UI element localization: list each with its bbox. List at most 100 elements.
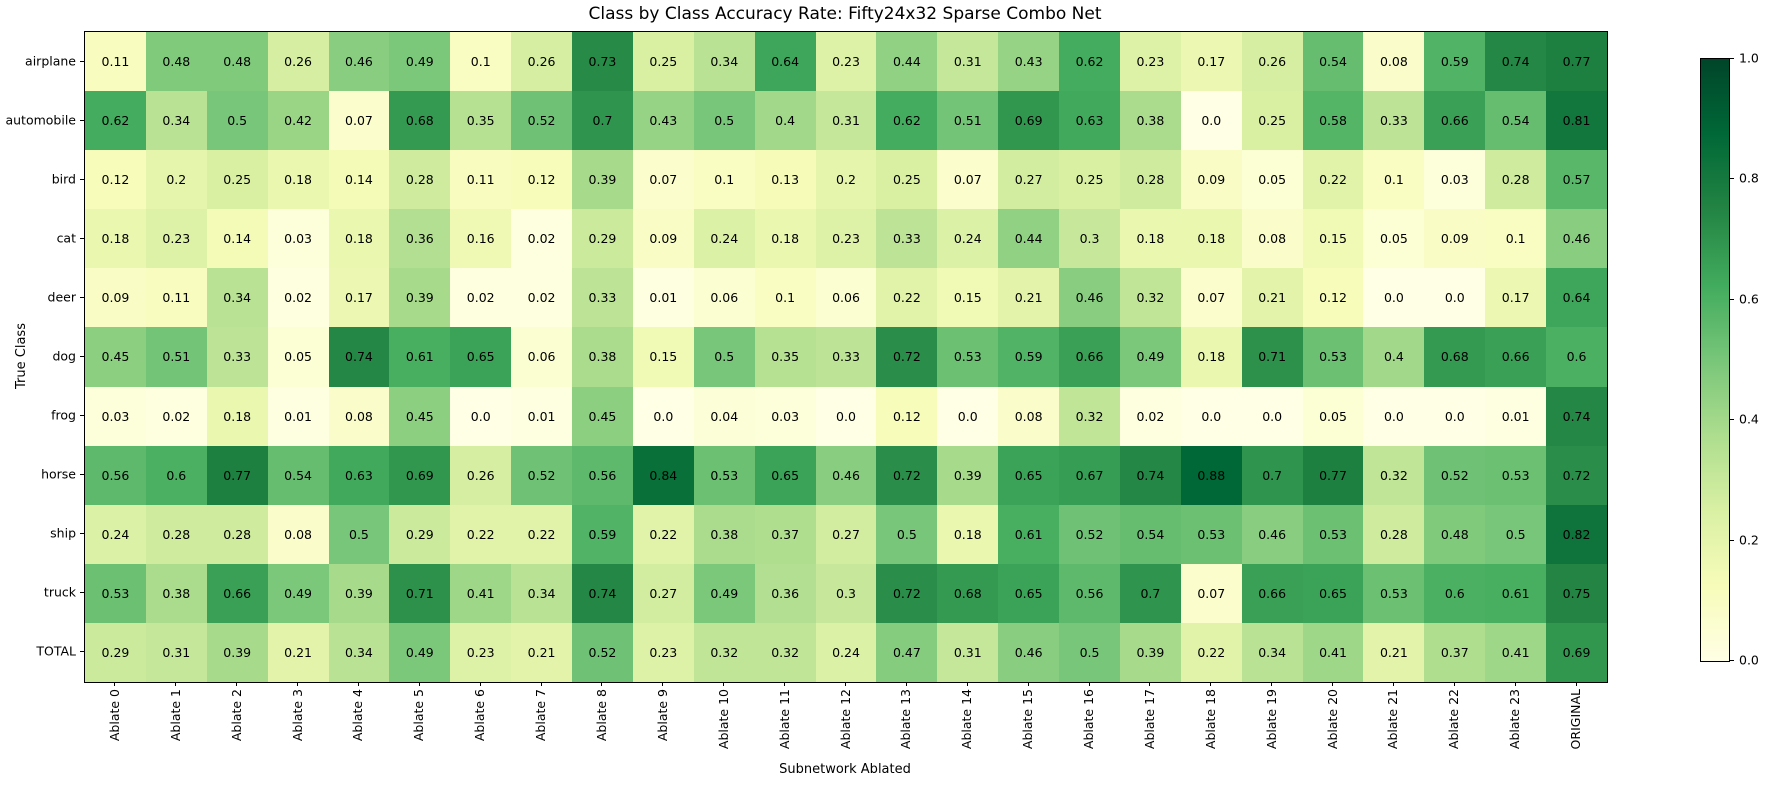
heatmap-cell: 0.05 <box>267 327 329 387</box>
xtick-mark <box>1332 682 1334 686</box>
heatmap-cell: 0.74 <box>1546 386 1607 446</box>
heatmap-cell: 0.21 <box>998 268 1060 328</box>
ytick-label-deer: deer <box>47 289 76 305</box>
heatmap-cell: 0.18 <box>267 150 329 210</box>
heatmap-cell: 0.02 <box>1119 386 1181 446</box>
xtick-mark <box>1027 682 1029 686</box>
heatmap-cell: 0.4 <box>754 91 816 151</box>
ytick-mark <box>80 415 84 417</box>
heatmap-cell: 0.31 <box>815 91 877 151</box>
heatmap-cell: 0.7 <box>1119 563 1181 623</box>
heatmap-cell: 0.6 <box>1424 563 1486 623</box>
heatmap-cell: 0.0 <box>1424 386 1486 446</box>
heatmap-cell: 0.29 <box>572 209 633 269</box>
heatmap-cell: 0.07 <box>1180 563 1242 623</box>
heatmap-cell: 0.29 <box>85 622 146 682</box>
chart-title: Class by Class Accuracy Rate: Fifty24x32… <box>588 4 1102 24</box>
heatmap-cell: 0.5 <box>876 504 938 564</box>
heatmap-cell: 0.61 <box>1485 563 1547 623</box>
heatmap-cell: 0.13 <box>754 150 816 210</box>
ytick-mark <box>80 592 84 594</box>
heatmap-cell: 0.7 <box>572 91 633 151</box>
heatmap-cell: 0.44 <box>876 32 938 92</box>
heatmap-cell: 0.33 <box>206 327 268 387</box>
heatmap-cell: 0.04 <box>693 386 755 446</box>
heatmap-cell: 0.2 <box>815 150 877 210</box>
heatmap-cell: 0.22 <box>450 504 512 564</box>
heatmap-cell: 0.48 <box>1424 504 1486 564</box>
heatmap-cell: 0.27 <box>998 150 1060 210</box>
heatmap-cell: 0.18 <box>937 504 999 564</box>
heatmap-cell: 0.77 <box>1302 445 1364 505</box>
heatmap-cell: 0.23 <box>815 209 877 269</box>
ytick-label-cat: cat <box>56 230 76 246</box>
heatmap-cell: 0.59 <box>572 504 633 564</box>
xtick-mark <box>845 682 846 686</box>
heatmap-cell: 0.33 <box>815 327 877 387</box>
heatmap-cell: 0.82 <box>1546 504 1607 564</box>
ytick-label-dog: dog <box>52 348 76 364</box>
heatmap-cell: 0.36 <box>754 563 816 623</box>
ytick-label-TOTAL: TOTAL <box>36 643 76 659</box>
heatmap-cell: 0.06 <box>815 268 877 328</box>
xtick-label-ablate-11: Ablate 11 <box>776 689 792 750</box>
heatmap-cell: 0.32 <box>693 622 755 682</box>
heatmap-cell: 0.74 <box>572 563 633 623</box>
heatmap-cell: 0.46 <box>1059 268 1120 328</box>
heatmap-cell: 0.1 <box>450 32 512 92</box>
heatmap-cell: 0.0 <box>1424 268 1486 328</box>
heatmap-cell: 0.53 <box>1302 327 1364 387</box>
heatmap-cell: 0.21 <box>267 622 329 682</box>
heatmap-cell: 0.39 <box>1119 622 1181 682</box>
xtick-mark <box>1149 682 1151 686</box>
heatmap-cell: 0.26 <box>450 445 512 505</box>
heatmap-cell: 0.06 <box>693 268 755 328</box>
ytick-label-bird: bird <box>51 171 76 187</box>
heatmap-cell: 0.38 <box>693 504 755 564</box>
heatmap-cell: 0.39 <box>206 622 268 682</box>
heatmap-cell: 0.21 <box>1363 622 1425 682</box>
xtick-mark <box>784 682 786 686</box>
heatmap-cell: 0.17 <box>1180 32 1242 92</box>
heatmap-cell: 0.62 <box>85 91 146 151</box>
ytick-mark <box>80 356 84 357</box>
heatmap-cell: 0.71 <box>389 563 451 623</box>
heatmap-cell: 0.25 <box>206 150 268 210</box>
heatmap-cell: 0.63 <box>1059 91 1120 151</box>
heatmap-cell: 0.24 <box>85 504 146 564</box>
heatmap-cell: 0.38 <box>1119 91 1181 151</box>
heatmap-cell: 0.28 <box>1485 150 1547 210</box>
heatmap-cell: 0.65 <box>998 563 1060 623</box>
heatmap-cell: 0.22 <box>632 504 694 564</box>
x-axis-label: Subnetwork Ablated <box>779 762 911 777</box>
heatmap-cell: 0.66 <box>1241 563 1303 623</box>
heatmap-cell: 0.71 <box>1241 327 1303 387</box>
xtick-label-ablate-13: Ablate 13 <box>898 689 914 750</box>
heatmap-cell: 0.5 <box>1059 622 1120 682</box>
heatmap-cell: 0.15 <box>632 327 694 387</box>
ytick-label-truck: truck <box>43 584 76 600</box>
heatmap-grid: 0.11 0.48 0.48 0.26 0.46 0.49 0.1 0.26 0.73 0.25 0… <box>84 31 1608 683</box>
heatmap-cell: 0.49 <box>1119 327 1181 387</box>
xtick-label-ablate-12: Ablate 12 <box>837 689 853 750</box>
heatmap-cell: 0.54 <box>1119 504 1181 564</box>
heatmap-cell: 0.33 <box>572 268 633 328</box>
heatmap-cell: 0.69 <box>389 445 451 505</box>
colorbar-tick-mark <box>1730 660 1734 661</box>
heatmap-cell: 0.0 <box>1180 386 1242 446</box>
xtick-label-ablate-17: Ablate 17 <box>1141 689 1157 750</box>
heatmap-cell: 0.14 <box>328 150 390 210</box>
heatmap-cell: 0.0 <box>815 386 877 446</box>
heatmap-cell: 0.01 <box>632 268 694 328</box>
heatmap-cell: 0.72 <box>1546 445 1607 505</box>
heatmap-cell: 0.18 <box>206 386 268 446</box>
heatmap-cell: 0.32 <box>754 622 816 682</box>
heatmap-cell: 0.08 <box>998 386 1060 446</box>
heatmap-cell: 0.23 <box>145 209 207 269</box>
heatmap-cell: 0.17 <box>1485 268 1547 328</box>
heatmap-cell: 0.65 <box>1302 563 1364 623</box>
heatmap-cell: 0.53 <box>1363 563 1425 623</box>
heatmap-cell: 0.77 <box>206 445 268 505</box>
heatmap-cell: 0.22 <box>1180 622 1242 682</box>
heatmap-cell: 0.25 <box>632 32 694 92</box>
